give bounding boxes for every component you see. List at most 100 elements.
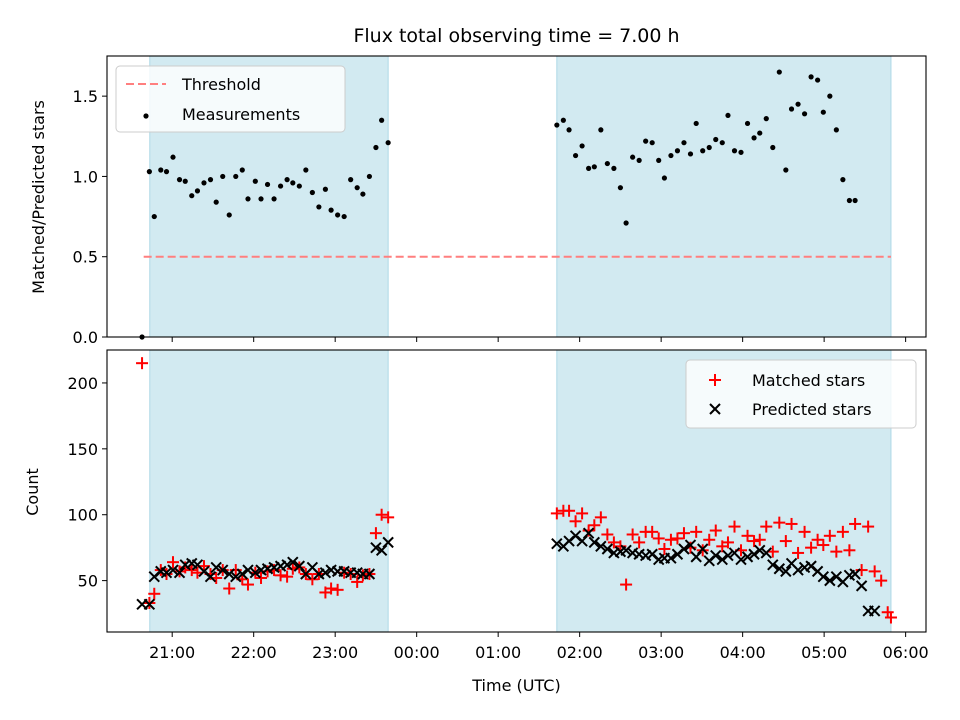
predicted-star-stroke xyxy=(767,559,779,571)
measurement-point xyxy=(322,186,328,192)
matched-star-point xyxy=(325,582,338,595)
predicted-star-point xyxy=(382,536,394,549)
predicted-star-point xyxy=(143,598,156,611)
matched-star-point xyxy=(798,525,811,538)
matched-star-point xyxy=(620,578,633,591)
predicted-star-point xyxy=(210,561,222,574)
measurement-point xyxy=(668,152,674,159)
measurement-point xyxy=(176,177,183,183)
observing-window-band xyxy=(556,55,892,338)
measurement-point xyxy=(341,213,347,220)
x-axis-label: Time (UTC) xyxy=(471,676,560,695)
predicted-star-point xyxy=(817,570,830,583)
predicted-star-stroke xyxy=(773,563,786,575)
legend-predicted-swatch xyxy=(709,403,721,415)
measurement-point xyxy=(233,173,239,180)
predicted-star-point xyxy=(230,570,242,583)
predicted-star-stroke xyxy=(817,570,830,583)
measurement-point xyxy=(560,117,566,123)
matched-star-point xyxy=(652,532,665,545)
x-tick-label: 03:00 xyxy=(638,643,684,662)
measurement-point xyxy=(731,148,738,154)
predicted-star-point xyxy=(697,543,709,555)
predicted-star-stroke xyxy=(601,543,614,555)
y-tick-label: 100 xyxy=(67,506,98,525)
measurement-point xyxy=(617,185,624,191)
measurement-point xyxy=(194,188,201,194)
measurement-point xyxy=(744,120,751,127)
matched-star-point xyxy=(671,532,684,545)
matched-star-point xyxy=(753,533,766,546)
bottom-panel: 50 100 150 200 21:00 22:00 23:00 00:00 01:00 02:… xyxy=(23,349,929,695)
predicted-star-stroke xyxy=(633,548,645,560)
measurement-point xyxy=(239,167,245,173)
predicted-star-point xyxy=(588,536,601,549)
matched-star-point xyxy=(646,525,659,538)
top-x-ticks xyxy=(171,337,907,342)
x-tick-label: 23:00 xyxy=(312,643,358,662)
bottom-legend-box xyxy=(685,359,917,429)
predicted-star-stroke xyxy=(198,565,210,578)
matched-star-point xyxy=(369,527,382,540)
predicted-star-point xyxy=(824,574,836,587)
matched-star-point xyxy=(563,504,576,517)
x-tick-label: 01:00 xyxy=(475,643,521,662)
predicted-star-point xyxy=(767,559,779,571)
measurement-point xyxy=(296,183,302,189)
predicted-star-stroke xyxy=(792,564,804,576)
measurement-point xyxy=(656,157,662,163)
predicted-star-stroke xyxy=(805,560,817,572)
matched-star-point xyxy=(875,574,888,587)
predicted-star-stroke xyxy=(191,559,204,571)
matched-star-point xyxy=(588,519,601,532)
predicted-star-point xyxy=(665,552,677,564)
measurement-point xyxy=(725,112,731,119)
measurement-point xyxy=(795,101,801,107)
matched-star-point xyxy=(185,564,198,577)
predicted-star-stroke xyxy=(281,559,293,571)
matched-star-point xyxy=(281,570,294,583)
predicted-star-stroke xyxy=(735,553,747,566)
matched-star-point xyxy=(351,575,364,588)
bottom-y-axis-label: Count xyxy=(23,468,42,516)
bottom-x-ticks: 21:00 22:00 23:00 00:00 01:00 02:00 03:00 04:00… xyxy=(149,632,929,662)
matched-star-point xyxy=(721,536,734,549)
measurement-point xyxy=(757,130,763,136)
matched-star-point xyxy=(817,539,830,552)
predicted-star-point xyxy=(173,566,186,579)
matched-star-point xyxy=(830,545,843,558)
predicted-star-stroke xyxy=(338,565,350,578)
measurement-point xyxy=(827,93,833,99)
predicted-star-stroke xyxy=(697,543,709,555)
matched-star-point xyxy=(728,520,741,533)
matched-star-point xyxy=(773,516,786,529)
top-y-ticks: 0.0 0.5 1.0 1.5 xyxy=(73,87,107,347)
measurement-point xyxy=(674,148,681,154)
measurement-point xyxy=(252,178,258,184)
predicted-star-stroke xyxy=(760,547,772,559)
measurement-point xyxy=(700,148,706,154)
measurement-point xyxy=(788,106,795,112)
legend-measurement-swatch xyxy=(143,113,149,119)
predicted-star-stroke xyxy=(236,568,248,580)
matched-star-point xyxy=(382,511,395,524)
matched-star-point xyxy=(884,611,897,624)
predicted-stars-points xyxy=(136,527,881,617)
measurement-point xyxy=(385,140,391,146)
predicted-star-point xyxy=(551,538,563,550)
measurement-point xyxy=(713,136,719,143)
top-legend: Threshold Measurements xyxy=(115,65,346,133)
x-tick-label: 06:00 xyxy=(883,643,929,662)
measurement-point xyxy=(693,120,699,127)
measurement-point xyxy=(661,175,668,181)
predicted-star-stroke xyxy=(155,565,167,578)
predicted-star-stroke xyxy=(849,568,861,580)
measurement-point xyxy=(598,127,604,133)
predicted-star-stroke xyxy=(716,553,728,566)
measurement-point xyxy=(328,207,334,213)
predicted-star-stroke xyxy=(306,561,319,574)
matched-star-point xyxy=(148,587,161,600)
predicted-star-stroke xyxy=(684,539,697,551)
predicted-star-point xyxy=(242,564,254,576)
predicted-star-point xyxy=(868,605,881,617)
